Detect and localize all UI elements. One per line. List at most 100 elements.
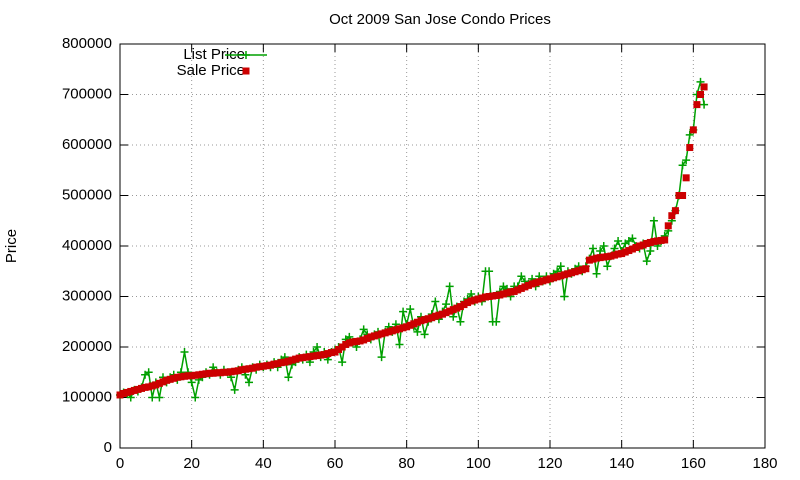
point [439, 310, 446, 318]
point [338, 343, 346, 351]
point [356, 337, 364, 345]
point [202, 370, 210, 378]
point [116, 391, 124, 399]
y-tick-label: 300000 [62, 287, 112, 304]
point [431, 312, 439, 320]
point [639, 241, 647, 249]
point [403, 323, 411, 331]
point [442, 309, 450, 317]
point [596, 247, 605, 256]
point [424, 315, 432, 323]
point [654, 237, 661, 245]
point [163, 376, 171, 384]
point [611, 251, 618, 259]
point [420, 330, 429, 339]
x-tick-label: 20 [183, 455, 200, 472]
point [532, 279, 540, 287]
point [682, 174, 690, 182]
point [152, 381, 160, 389]
point [589, 244, 597, 253]
y-tick-label: 700000 [62, 85, 112, 102]
point [259, 362, 267, 370]
point [406, 321, 414, 329]
point [553, 273, 561, 281]
point [596, 254, 604, 262]
point [191, 371, 199, 379]
point [636, 242, 644, 250]
point [320, 351, 328, 359]
point [618, 250, 626, 258]
point [542, 276, 550, 284]
point [686, 144, 694, 152]
point [173, 373, 181, 381]
point [489, 292, 497, 300]
point [216, 369, 224, 377]
point [649, 216, 658, 225]
point [661, 236, 669, 244]
point [392, 326, 400, 334]
point [170, 374, 178, 382]
y-tick-label: 0 [104, 439, 112, 456]
point [317, 351, 325, 359]
point [614, 236, 623, 245]
point [564, 270, 572, 278]
point [399, 324, 407, 332]
point [575, 267, 583, 275]
point [535, 278, 543, 286]
point [467, 289, 476, 298]
point [496, 291, 504, 299]
point [360, 336, 368, 344]
point [592, 269, 601, 278]
point [507, 288, 515, 296]
point [632, 244, 640, 252]
point [213, 369, 221, 377]
y-tick-label: 100000 [62, 388, 112, 405]
x-tick-label: 60 [327, 455, 344, 472]
point [456, 317, 465, 326]
point [367, 333, 375, 341]
point [277, 359, 285, 367]
point [148, 382, 156, 390]
point [568, 269, 575, 277]
point [646, 238, 654, 246]
point [374, 331, 382, 339]
point [428, 314, 436, 322]
x-tick-label: 140 [609, 455, 634, 472]
point [625, 247, 633, 255]
point [471, 296, 479, 304]
x-tick-label: 100 [466, 455, 491, 472]
point [166, 375, 174, 383]
point [646, 247, 655, 256]
point [145, 383, 153, 391]
point [410, 320, 418, 328]
point [363, 334, 371, 342]
point [642, 257, 651, 266]
point [582, 265, 590, 273]
point [385, 328, 393, 336]
x-tick-label: 160 [681, 455, 706, 472]
y-tick-label: 500000 [62, 186, 112, 203]
point [560, 271, 568, 279]
point [274, 360, 282, 368]
point [413, 327, 422, 336]
point [198, 370, 206, 378]
point [675, 192, 683, 199]
point [460, 301, 468, 309]
point [589, 255, 597, 263]
point [299, 354, 307, 362]
point [353, 337, 360, 345]
point [696, 77, 705, 86]
point [270, 360, 278, 368]
point [521, 283, 529, 291]
point [603, 253, 611, 261]
point [295, 354, 303, 362]
point [446, 307, 454, 315]
point [331, 348, 339, 356]
point [679, 192, 687, 199]
point [399, 307, 408, 316]
point [685, 130, 694, 139]
point [517, 272, 526, 281]
point [378, 330, 386, 338]
point [245, 365, 253, 373]
